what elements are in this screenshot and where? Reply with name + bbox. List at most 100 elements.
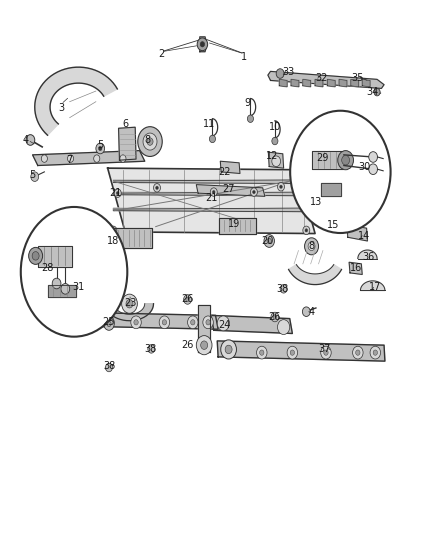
Text: 26: 26 xyxy=(268,312,281,322)
Circle shape xyxy=(104,316,114,329)
Text: 2: 2 xyxy=(158,49,165,59)
Polygon shape xyxy=(101,232,108,244)
Text: 8: 8 xyxy=(308,241,314,251)
Polygon shape xyxy=(35,67,117,135)
Circle shape xyxy=(143,133,157,150)
Text: 5: 5 xyxy=(97,140,103,150)
Circle shape xyxy=(271,312,279,322)
Polygon shape xyxy=(358,250,377,259)
Circle shape xyxy=(28,247,42,264)
Circle shape xyxy=(260,350,264,356)
Text: 30: 30 xyxy=(358,161,370,172)
Text: 5: 5 xyxy=(29,170,35,180)
Circle shape xyxy=(264,235,275,247)
Circle shape xyxy=(225,345,232,354)
Text: 22: 22 xyxy=(218,167,230,177)
Text: 4: 4 xyxy=(23,135,29,145)
Circle shape xyxy=(201,341,208,350)
Polygon shape xyxy=(289,265,342,285)
Text: 10: 10 xyxy=(269,122,281,132)
Text: 24: 24 xyxy=(218,320,230,330)
Circle shape xyxy=(196,336,212,355)
Circle shape xyxy=(221,340,237,359)
Text: 26: 26 xyxy=(181,340,194,350)
Text: 38: 38 xyxy=(103,361,115,372)
Text: 7: 7 xyxy=(67,155,73,165)
Circle shape xyxy=(184,295,191,304)
Text: 1: 1 xyxy=(241,52,247,61)
Circle shape xyxy=(305,198,307,201)
Polygon shape xyxy=(303,191,319,204)
Circle shape xyxy=(110,226,117,235)
Circle shape xyxy=(251,188,258,196)
Circle shape xyxy=(114,189,121,197)
Text: 29: 29 xyxy=(317,152,329,163)
Text: 9: 9 xyxy=(244,98,251,108)
Polygon shape xyxy=(200,37,207,52)
Polygon shape xyxy=(339,79,347,87)
Circle shape xyxy=(31,172,39,181)
Circle shape xyxy=(107,321,111,327)
Polygon shape xyxy=(211,316,292,334)
Polygon shape xyxy=(119,127,136,160)
Polygon shape xyxy=(347,224,367,241)
Polygon shape xyxy=(268,71,384,88)
Text: 8: 8 xyxy=(144,135,150,145)
Polygon shape xyxy=(312,151,343,169)
Text: 28: 28 xyxy=(42,263,54,272)
Circle shape xyxy=(303,196,310,204)
Circle shape xyxy=(52,278,61,289)
Polygon shape xyxy=(113,208,308,212)
Circle shape xyxy=(267,238,272,244)
Text: 14: 14 xyxy=(358,231,370,241)
Circle shape xyxy=(302,307,310,317)
Polygon shape xyxy=(113,192,308,196)
Circle shape xyxy=(305,229,307,232)
Circle shape xyxy=(191,320,195,325)
Text: 4: 4 xyxy=(308,306,314,317)
Circle shape xyxy=(278,182,285,191)
Circle shape xyxy=(273,315,277,319)
Circle shape xyxy=(308,242,315,251)
Circle shape xyxy=(356,350,360,356)
Circle shape xyxy=(67,155,74,163)
Circle shape xyxy=(370,346,381,359)
Circle shape xyxy=(307,193,314,203)
Polygon shape xyxy=(196,184,265,196)
Circle shape xyxy=(26,135,35,146)
Circle shape xyxy=(369,164,378,174)
Circle shape xyxy=(153,183,160,192)
Polygon shape xyxy=(108,168,315,233)
Polygon shape xyxy=(268,152,284,168)
Circle shape xyxy=(324,350,328,356)
Polygon shape xyxy=(351,79,359,87)
Polygon shape xyxy=(321,182,341,196)
Circle shape xyxy=(187,316,198,329)
Polygon shape xyxy=(327,79,335,87)
Circle shape xyxy=(104,318,114,330)
Text: 13: 13 xyxy=(310,197,322,207)
Circle shape xyxy=(122,294,138,313)
Circle shape xyxy=(79,312,92,328)
Circle shape xyxy=(112,229,115,232)
Circle shape xyxy=(206,320,210,325)
Circle shape xyxy=(342,156,350,165)
Circle shape xyxy=(197,38,208,51)
Circle shape xyxy=(94,155,100,163)
Circle shape xyxy=(117,191,119,195)
Circle shape xyxy=(304,238,318,255)
Circle shape xyxy=(290,111,391,233)
Circle shape xyxy=(278,320,290,335)
Text: 34: 34 xyxy=(367,87,379,97)
Polygon shape xyxy=(106,304,153,321)
Circle shape xyxy=(83,316,89,324)
Text: 38: 38 xyxy=(276,284,289,294)
Text: 16: 16 xyxy=(350,263,363,272)
Text: 20: 20 xyxy=(262,236,274,246)
Polygon shape xyxy=(198,305,210,352)
Circle shape xyxy=(41,155,47,163)
Circle shape xyxy=(200,42,205,47)
Polygon shape xyxy=(108,228,152,248)
Circle shape xyxy=(162,320,166,325)
Polygon shape xyxy=(113,180,308,183)
